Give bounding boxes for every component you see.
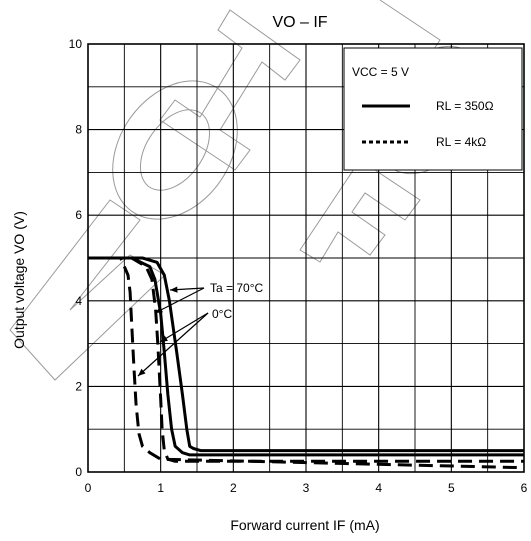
x-tick-label: 3 [303,481,310,495]
x-tick-label: 2 [230,481,237,495]
series-line-4 [88,256,524,463]
annotation-ta-70c: Ta = 70°C [210,281,263,295]
legend-header: VCC = 5 V [352,65,409,79]
series-line-3 [88,256,525,470]
legend-label-1: RL = 350Ω [436,99,494,113]
watermark-stroke [112,80,238,220]
x-tick-label: 6 [521,481,528,495]
watermark-stroke [139,109,211,191]
legend: VCC = 5 V RL = 350Ω RL = 4kΩ [352,65,494,149]
tick-labels: 0 1 2 3 4 5 6 0 2 4 6 8 10 [69,37,528,495]
watermark-stroke [159,9,301,171]
x-tick-label: 0 [85,481,92,495]
annotation-arrow [159,312,209,343]
annotation-arrow [154,287,205,314]
annotation-arrowhead [138,368,146,376]
legend-box [343,47,523,171]
watermark-stroke [379,0,441,56]
annotation-0c: 0°C [212,307,232,321]
y-tick-label: 10 [69,37,83,51]
annotation-arrowhead [155,306,163,313]
legend-label-2: RL = 4kΩ [436,135,486,149]
x-axis-label: Forward current IF (mA) [230,517,379,533]
y-tick-label: 4 [75,294,82,308]
series-line-1 [88,256,524,457]
annotations: Ta = 70°C 0°C [137,281,263,377]
y-tick-label: 0 [75,465,82,479]
y-tick-label: 6 [75,208,82,222]
y-tick-label: 8 [75,123,82,137]
x-tick-label: 1 [157,481,164,495]
series-group [88,256,525,470]
annotation-arrow [137,312,209,377]
y-tick-label: 2 [75,379,82,393]
watermark-stroke [299,159,421,263]
chart-title: VO – IF [272,14,327,31]
watermark-stroke [9,199,166,381]
x-tick-label: 4 [375,481,382,495]
series-line-2 [88,256,524,453]
y-axis-label: Output voltage VO (V) [11,211,27,349]
plot-frame [87,43,525,473]
x-tick-label: 5 [448,481,455,495]
annotation-arrowhead [170,286,178,293]
annotation-arrowhead [160,335,168,342]
